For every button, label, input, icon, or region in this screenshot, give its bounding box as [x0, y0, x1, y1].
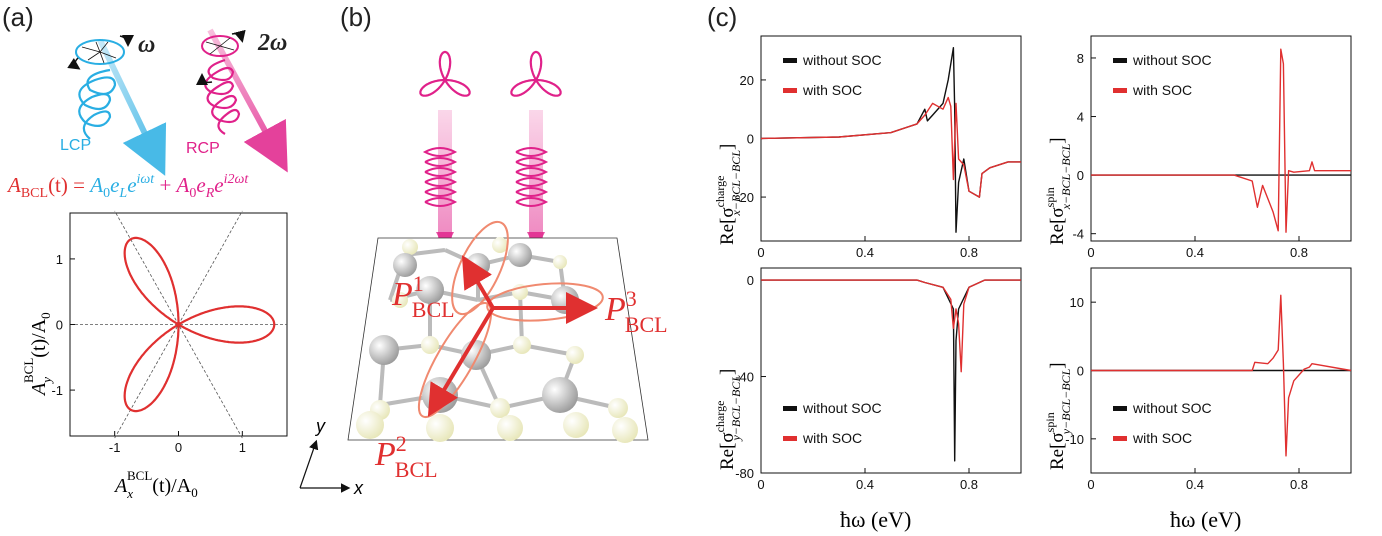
axis-x-label: x	[353, 478, 364, 498]
legend-swatch-without	[1113, 58, 1127, 63]
two-omega-label: 2ω	[257, 30, 287, 56]
trefoil-xtick-label: -1	[109, 440, 121, 455]
arrow-p2	[427, 306, 495, 417]
chart-c-bottom-left: 0 0.4 0.8 -80 -40 0 without SOC with SOC	[735, 267, 1022, 492]
axis-y-label: y	[314, 416, 326, 436]
conductivity-charts: 0 0.4 0.8 -20 0 20 without SOC with SOC 0 0.4 0.8 -…	[735, 35, 1352, 492]
trefoil-ytick-label: 1	[56, 252, 63, 267]
legend-swatch-without	[1113, 406, 1127, 411]
label-p3: P3 BCL	[604, 286, 668, 337]
ylabel-c1: Re[σcharge x−BCL−BCL]	[713, 144, 743, 245]
plot-frame	[760, 267, 1022, 474]
xtick-label: 0.4	[856, 477, 874, 492]
trefoil-curve	[123, 236, 276, 413]
ytick-label: -4	[1072, 227, 1084, 242]
legend-swatch-with	[1113, 436, 1127, 441]
label-p2: P2 BCL	[374, 431, 438, 482]
xtick-label: 0.4	[856, 245, 874, 260]
ytick-label: -40	[735, 370, 754, 385]
xy-axes	[299, 439, 351, 493]
lcp-beam	[67, 34, 167, 176]
beam-left-wave	[422, 147, 458, 207]
legend-with: with SOC	[1132, 430, 1192, 446]
legend-swatch-with	[1113, 88, 1127, 93]
ytick-label: 20	[740, 73, 754, 88]
series-with-soc	[1091, 48, 1351, 233]
xtick-label: 0.8	[960, 477, 978, 492]
legend-with: with SOC	[1132, 82, 1192, 98]
xtick-label: 0.4	[1186, 477, 1204, 492]
trefoil-ylabel: AyBCL(t)/A0	[21, 312, 54, 397]
beam-right-wave	[515, 147, 549, 207]
ytick-label: 0	[1077, 168, 1084, 183]
legend-swatch-with	[783, 88, 797, 93]
xtick-label: 0	[757, 245, 764, 260]
ytick-label: -80	[735, 466, 754, 481]
omega-label: ω	[138, 32, 155, 58]
ylabel-c3: Re[σcharge y−BCL−BCL]	[713, 369, 743, 470]
ytick-label: -10	[1065, 432, 1084, 447]
ytick-label: 0	[747, 273, 754, 288]
xtick-label: 0.4	[1186, 245, 1204, 260]
beam-trefoil-right	[510, 50, 562, 97]
rcp-label: RCP	[186, 140, 220, 157]
legend-with: with SOC	[802, 82, 862, 98]
series-with-soc	[761, 279, 1021, 373]
ytick-label: -20	[735, 190, 754, 205]
ytick-label: 0	[1077, 364, 1084, 379]
ylabel-c2: Re[σspin x−BCL−BCL]	[1043, 137, 1073, 245]
label-p1: P1 BCL	[391, 271, 455, 322]
legend-swatch-without	[783, 58, 797, 63]
panel-label-c: (c)	[707, 2, 737, 32]
legend-without: without SOC	[1132, 400, 1212, 416]
series-without-soc	[760, 47, 1021, 233]
panel-label-b: (b)	[340, 2, 372, 32]
trefoil-ytick-label: -1	[51, 383, 63, 398]
arrow-p1	[461, 255, 495, 310]
trefoil-xtick-label: 1	[239, 440, 246, 455]
xtick-label: 0	[757, 477, 764, 492]
ytick-label: 0	[747, 132, 754, 147]
xtick-label: 0.8	[1290, 245, 1308, 260]
xtick-label: 0.8	[960, 245, 978, 260]
chart-c-bottom-right: 0 0.4 0.8 -10 0 10 without SOC with SOC	[1065, 267, 1352, 492]
series-without-soc	[761, 279, 1021, 462]
legend-swatch-without	[783, 406, 797, 411]
legend-without: without SOC	[802, 52, 882, 68]
ellipse-p2	[417, 301, 493, 419]
series-with-soc	[760, 96, 1021, 198]
xlabel-c-left: ħω (eV)	[840, 507, 911, 532]
plot-frame	[1090, 35, 1352, 242]
legend-without: without SOC	[802, 400, 882, 416]
xtick-label: 0	[1087, 245, 1094, 260]
plot-frame	[760, 35, 1022, 242]
chart-trefoil: -1 0 1 -1 0 1	[51, 210, 288, 455]
ellipse-p3	[486, 282, 604, 322]
legend-without: without SOC	[1132, 52, 1212, 68]
ylabel-c4: Re[σspin y−BCL−BCL]	[1043, 362, 1073, 470]
legend-swatch-with	[783, 436, 797, 441]
trefoil-xlabel: AxBCL(t)/A0	[113, 468, 198, 501]
rcp-beam	[196, 28, 288, 173]
formula: ABCL(t) = A0eLeiωt + A0eRei2ωt	[6, 172, 249, 201]
ytick-label: 10	[1070, 295, 1084, 310]
ellipse-p1	[451, 220, 509, 316]
beam-trefoil-left	[419, 50, 471, 97]
xtick-label: 0	[1087, 477, 1094, 492]
panel-label-a: (a)	[2, 2, 34, 32]
xlabel-c-right: ħω (eV)	[1170, 507, 1241, 532]
legend-with: with SOC	[802, 430, 862, 446]
series-with-soc	[1091, 294, 1352, 457]
xtick-label: 0.8	[1290, 477, 1308, 492]
ytick-label: 8	[1077, 51, 1084, 66]
atoms	[356, 237, 638, 443]
trefoil-ytick-label: 0	[56, 318, 63, 333]
trefoil-xtick-label: 0	[175, 440, 182, 455]
lattice-diagram	[347, 50, 649, 443]
lcp-label: LCP	[60, 137, 91, 154]
chart-c-top-left: 0 0.4 0.8 -20 0 20 without SOC with SOC	[735, 35, 1022, 260]
ytick-label: 4	[1077, 110, 1084, 125]
